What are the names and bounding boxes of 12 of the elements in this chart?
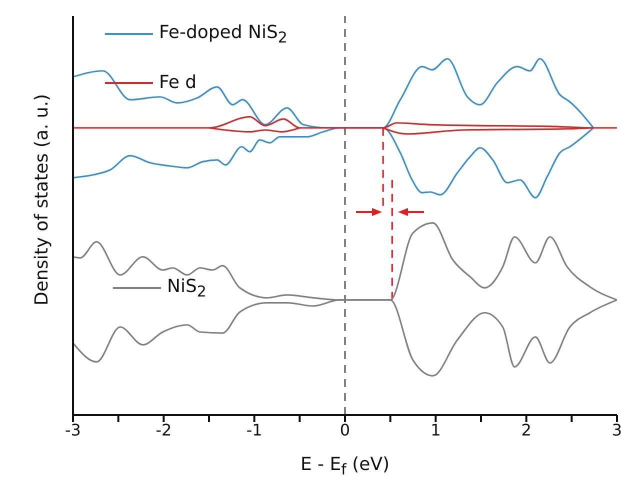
x-tick-label: -1 — [246, 420, 262, 440]
x-tick-label: 0 — [340, 420, 350, 440]
x-tick-label: 3 — [612, 420, 621, 440]
x-axis-title: E - E$_{f}$ (eV) — [299, 454, 391, 479]
y-axis-title: Density of states (a. u.) — [31, 94, 52, 306]
legend-label: Fe d — [159, 72, 197, 93]
x-tick-label: 1 — [430, 420, 441, 440]
legend-label: NiS$_{2}$ — [167, 276, 206, 301]
x-tick-label: 2 — [521, 420, 532, 440]
x-tick-label: -2 — [156, 420, 172, 440]
x-tick-label: -3 — [65, 420, 81, 440]
legend-label: Fe-doped NiS$_{2}$ — [159, 22, 288, 47]
